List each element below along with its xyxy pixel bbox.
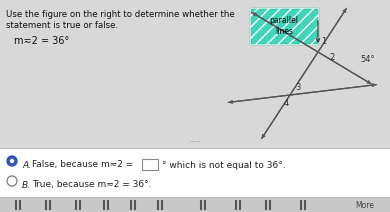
Bar bbox=[142, 159, 158, 170]
Text: statement is true or false.: statement is true or false. bbox=[6, 21, 118, 30]
Text: 3: 3 bbox=[295, 82, 301, 92]
Bar bbox=[0, 148, 390, 212]
Text: Use the figure on the right to determine whether the: Use the figure on the right to determine… bbox=[6, 10, 235, 19]
Bar bbox=[250, 8, 318, 44]
Text: False, because m≂2 =: False, because m≂2 = bbox=[32, 160, 133, 170]
Text: 1: 1 bbox=[321, 38, 327, 46]
Text: 2: 2 bbox=[330, 53, 335, 63]
Text: .....: ..... bbox=[190, 137, 200, 143]
Bar bbox=[0, 197, 390, 212]
Bar bbox=[250, 8, 318, 44]
Circle shape bbox=[10, 159, 14, 163]
Text: More: More bbox=[356, 201, 374, 209]
Text: parallel
lines: parallel lines bbox=[269, 16, 298, 36]
Text: A.: A. bbox=[22, 160, 31, 170]
Text: 54°: 54° bbox=[361, 56, 375, 64]
Text: ° which is not equal to 36°.: ° which is not equal to 36°. bbox=[162, 160, 285, 170]
Circle shape bbox=[7, 176, 17, 186]
Text: True, because m≂2 = 36°.: True, because m≂2 = 36°. bbox=[32, 180, 151, 190]
Text: m≂2 = 36°: m≂2 = 36° bbox=[14, 36, 69, 46]
Circle shape bbox=[7, 156, 17, 166]
Text: B.: B. bbox=[22, 180, 31, 190]
Text: 4: 4 bbox=[284, 99, 289, 107]
